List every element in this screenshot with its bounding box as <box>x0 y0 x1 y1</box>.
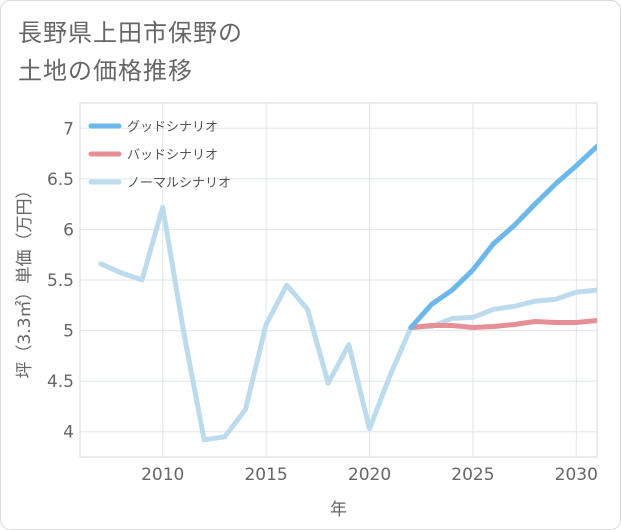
x-axis-title: 年 <box>330 500 347 520</box>
chart-title-line-1: 長野県上田市保野の <box>18 19 243 47</box>
y-tick-label: 4.5 <box>47 372 74 392</box>
normal-scenario-line <box>98 204 597 443</box>
y-tick-label: 5.5 <box>47 271 74 291</box>
x-tick-label: 2015 <box>244 465 287 485</box>
legend-label-bad-scenario[interactable]: バッドシナリオ <box>127 148 218 163</box>
bad-scenario-line <box>408 318 597 330</box>
good-scenario-line <box>408 144 597 330</box>
x-tick-label: 2025 <box>451 465 494 485</box>
y-axis-title: 坪（3.3㎡）単価（万円） <box>15 181 35 378</box>
y-tick-label: 4 <box>63 423 74 443</box>
x-tick-label: 2030 <box>555 465 598 485</box>
legend-label-good-scenario[interactable]: グッドシナリオ <box>127 120 218 135</box>
y-tick-label: 5 <box>63 322 74 342</box>
y-tick-label: 6.5 <box>47 170 74 190</box>
x-tick-label: 2020 <box>348 465 391 485</box>
y-tick-label: 6 <box>63 220 74 240</box>
x-tick-label: 2010 <box>141 465 184 485</box>
chart-title: 長野県上田市保野の 土地の価格推移 <box>18 14 243 90</box>
y-tick-label: 7 <box>63 119 74 139</box>
legend-label-normal-scenario[interactable]: ノーマルシナリオ <box>127 176 231 191</box>
chart-title-line-2: 土地の価格推移 <box>18 57 193 85</box>
